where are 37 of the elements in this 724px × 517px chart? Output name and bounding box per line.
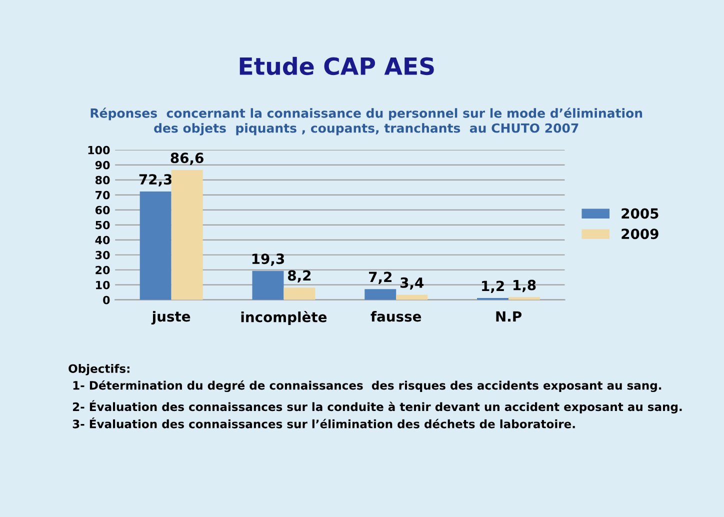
bar (364, 289, 396, 300)
text: Objectifs: (68, 364, 130, 376)
text: 1- Détermination du degré de connaissances des risques des accidents exposant au sang. (73, 380, 662, 392)
data-label: 19,3 (252, 254, 284, 266)
bar (284, 288, 316, 300)
y-tick-label: 10 (96, 280, 110, 290)
x-tick-label: fausse (370, 310, 422, 322)
y-tick-label: 30 (96, 250, 110, 260)
bar (252, 270, 284, 300)
y-tick-label: 40 (95, 236, 110, 244)
y-tick-label: 100 (88, 146, 110, 154)
data-label: 3,4 (400, 277, 424, 290)
y-tick-label: 50 (96, 220, 110, 230)
y-tick-label: 90 (95, 160, 110, 170)
data-label: 1,2 (482, 280, 504, 293)
data-label: 7,2 (369, 272, 392, 284)
legend-label: 2009 (622, 228, 658, 240)
bar (140, 191, 172, 300)
y-tick-label: 0 (103, 296, 110, 304)
y-tick-label: 80 (95, 176, 110, 184)
chart-title: Etude CAP AES (240, 56, 434, 76)
x-tick-label: juste (151, 310, 190, 325)
y-tick-label: 70 (96, 190, 110, 200)
y-tick-label: 60 (95, 206, 110, 214)
y-tick-label: 20 (96, 266, 110, 274)
data-label: 8,2 (288, 270, 311, 282)
data-label: 1,8 (514, 280, 536, 292)
bar (508, 297, 540, 300)
data-label: 72,3 (139, 174, 172, 186)
legend-label: 2005 (622, 208, 658, 219)
bar (171, 170, 203, 300)
x-tick-label: incomplète (241, 310, 327, 325)
text: 3- Évaluation des connaissances sur l’élimination des déchets de laboratoire. (72, 417, 575, 428)
x-tick-label: N.P (496, 311, 522, 322)
chart-subtitle: Réponses concernant la connaissance du personnel sur le mode d’élimination des objets piquants , coupants, tranchants au CHUTO 2007 (90, 108, 642, 136)
data-label: 86,6 (170, 152, 204, 165)
text: 2- Évaluation des connaissances sur la conduite à tenir devant un accident exposant au sang. (72, 400, 682, 414)
